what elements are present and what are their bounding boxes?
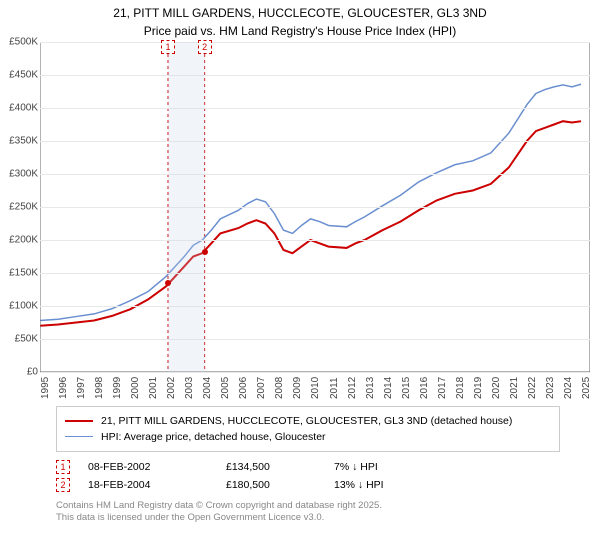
y-tick-label: £50K [0, 333, 38, 344]
x-tick-label: 2024 [563, 376, 574, 398]
y-tick-label: £350K [0, 135, 38, 146]
y-tick-label: £450K [0, 69, 38, 80]
x-tick-label: 2009 [292, 376, 303, 398]
attribution-line2: This data is licensed under the Open Gov… [56, 512, 560, 524]
x-tick-label: 2018 [455, 376, 466, 398]
x-tick-label: 2010 [310, 376, 321, 398]
gridline [40, 207, 590, 208]
series-line-hpi [40, 84, 581, 320]
x-tick-label: 2023 [545, 376, 556, 398]
x-tick-label: 2021 [509, 376, 520, 398]
sale-row: 1 08-FEB-2002 £134,500 7% ↓ HPI [56, 458, 560, 476]
y-tick-label: £100K [0, 300, 38, 311]
x-tick-label: 1999 [112, 376, 123, 398]
gridline [40, 174, 590, 175]
y-tick-label: £200K [0, 234, 38, 245]
x-tick-label: 2005 [220, 376, 231, 398]
x-tick-label: 2011 [329, 377, 340, 399]
gridline [40, 240, 590, 241]
sale-marker-box: 2 [198, 40, 212, 54]
attribution-line1: Contains HM Land Registry data © Crown c… [56, 500, 560, 512]
sale-delta: 13% ↓ HPI [334, 479, 434, 491]
gridline [40, 75, 590, 76]
legend-swatch [65, 436, 93, 437]
x-tick-label: 2012 [347, 376, 358, 398]
attribution: Contains HM Land Registry data © Crown c… [56, 500, 560, 525]
sale-row-marker: 2 [56, 478, 70, 492]
x-tick-label: 2020 [491, 376, 502, 398]
sale-date: 18-FEB-2004 [88, 479, 208, 491]
legend-label: 21, PITT MILL GARDENS, HUCCLECOTE, GLOUC… [101, 415, 512, 427]
x-tick-label: 2006 [238, 376, 249, 398]
series-line-price_paid [40, 121, 581, 326]
y-tick-label: £150K [0, 267, 38, 278]
sale-row-marker: 1 [56, 460, 70, 474]
sale-marker-box: 1 [161, 40, 175, 54]
x-tick-label: 2013 [365, 376, 376, 398]
x-tick-label: 2004 [202, 376, 213, 398]
shade-band [168, 42, 205, 372]
sale-dot [165, 280, 171, 286]
sale-delta: 7% ↓ HPI [334, 461, 434, 473]
x-tick-label: 2003 [184, 376, 195, 398]
x-tick-label: 2019 [473, 376, 484, 398]
legend-swatch [65, 420, 93, 422]
gridline [40, 42, 590, 43]
x-tick-label: 1995 [40, 376, 51, 398]
sale-row: 2 18-FEB-2004 £180,500 13% ↓ HPI [56, 476, 560, 494]
legend-row: HPI: Average price, detached house, Glou… [65, 429, 551, 445]
gridline [40, 141, 590, 142]
x-tick-label: 2000 [130, 376, 141, 398]
x-tick-label: 2015 [401, 376, 412, 398]
legend-box: 21, PITT MILL GARDENS, HUCCLECOTE, GLOUC… [56, 406, 560, 452]
x-tick-label: 2014 [383, 376, 394, 398]
chart-area: £0£50K£100K£150K£200K£250K£300K£350K£400… [40, 42, 590, 402]
sale-price: £180,500 [226, 479, 316, 491]
x-tick-label: 2002 [166, 376, 177, 398]
gridline [40, 273, 590, 274]
chart-title-line1: 21, PITT MILL GARDENS, HUCCLECOTE, GLOUC… [0, 0, 600, 24]
x-tick-label: 2025 [581, 376, 592, 398]
x-tick-label: 2017 [437, 376, 448, 398]
y-tick-label: £300K [0, 168, 38, 179]
y-tick-label: £250K [0, 201, 38, 212]
x-tick-label: 2008 [274, 376, 285, 398]
x-tick-label: 1997 [76, 376, 87, 398]
legend-label: HPI: Average price, detached house, Glou… [101, 431, 326, 443]
y-tick-label: £500K [0, 36, 38, 47]
legend-row: 21, PITT MILL GARDENS, HUCCLECOTE, GLOUC… [65, 413, 551, 429]
plot-region: £0£50K£100K£150K£200K£250K£300K£350K£400… [40, 42, 590, 372]
x-tick-label: 2007 [256, 376, 267, 398]
x-axis: 1995 1996 1997 1998 1999 2000 2001 2002 2003 2004… [40, 372, 590, 402]
y-tick-label: £0 [0, 366, 38, 377]
x-tick-label: 2022 [527, 376, 538, 398]
x-tick-label: 2016 [419, 376, 430, 398]
y-tick-label: £400K [0, 102, 38, 113]
x-tick-label: 2001 [148, 376, 159, 398]
x-tick-label: 1996 [58, 376, 69, 398]
gridline [40, 339, 590, 340]
gridline [40, 306, 590, 307]
x-tick-label: 1998 [94, 376, 105, 398]
sales-table: 1 08-FEB-2002 £134,500 7% ↓ HPI 2 18-FEB-2004… [56, 458, 560, 494]
sale-date: 08-FEB-2002 [88, 461, 208, 473]
sale-dot [202, 249, 208, 255]
sale-price: £134,500 [226, 461, 316, 473]
chart-title-line2: Price paid vs. HM Land Registry's House … [0, 24, 600, 42]
gridline [40, 108, 590, 109]
